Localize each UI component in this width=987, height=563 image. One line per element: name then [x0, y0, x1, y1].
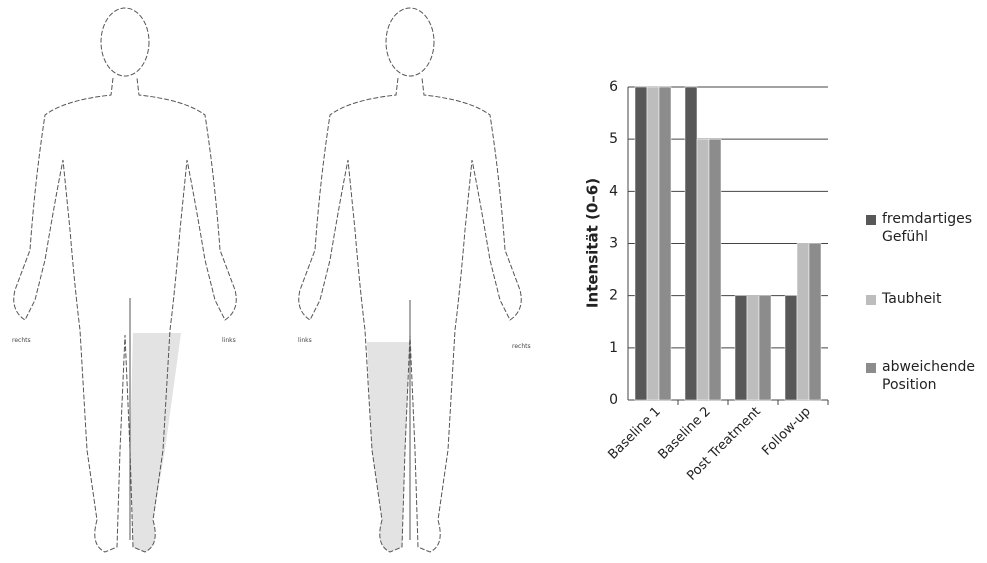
side-label: links	[222, 337, 236, 344]
y-tick-label: 6	[609, 79, 618, 95]
legend-item: fremdartiges Gefühl	[866, 210, 982, 246]
front-body	[13, 7, 237, 553]
bar	[734, 295, 748, 401]
bar	[784, 295, 798, 401]
legend-swatch	[866, 295, 876, 305]
bar	[746, 295, 760, 401]
legend-item: Taubheit	[866, 290, 982, 308]
y-tick-label: 0	[609, 392, 618, 408]
x-tick-label: Follow-up	[759, 404, 813, 458]
head	[100, 7, 150, 77]
side-label: links	[298, 337, 312, 344]
legend-swatch	[866, 215, 876, 225]
side-label: rechts	[512, 343, 531, 350]
legend-label: fremdartiges Gefühl	[882, 211, 973, 245]
bar	[696, 138, 710, 401]
side-label: rechts	[12, 337, 31, 344]
bar	[796, 243, 810, 401]
bar	[634, 86, 648, 401]
y-tick-label: 3	[609, 236, 618, 252]
head	[385, 7, 435, 77]
bar	[758, 295, 772, 401]
y-tick-label: 2	[609, 288, 618, 304]
y-tick-label: 1	[609, 340, 618, 356]
legend-label: abweichende Position	[882, 359, 975, 393]
bar	[808, 243, 822, 401]
bar	[708, 138, 722, 401]
affected-area	[367, 342, 410, 552]
legend-swatch	[866, 363, 876, 373]
affected-area	[130, 333, 181, 552]
back-body	[298, 7, 522, 553]
x-tick-label: Baseline 1	[605, 404, 663, 462]
bar	[684, 86, 698, 401]
body-outline	[13, 77, 237, 553]
legend-item: abweichende Position	[866, 358, 982, 394]
y-tick-label: 4	[609, 183, 618, 199]
y-axis-label: Intensität (0–6)	[584, 178, 602, 308]
bar	[646, 86, 660, 401]
bar	[658, 86, 672, 401]
legend-label: Taubheit	[882, 291, 942, 307]
y-tick-label: 5	[609, 131, 618, 147]
